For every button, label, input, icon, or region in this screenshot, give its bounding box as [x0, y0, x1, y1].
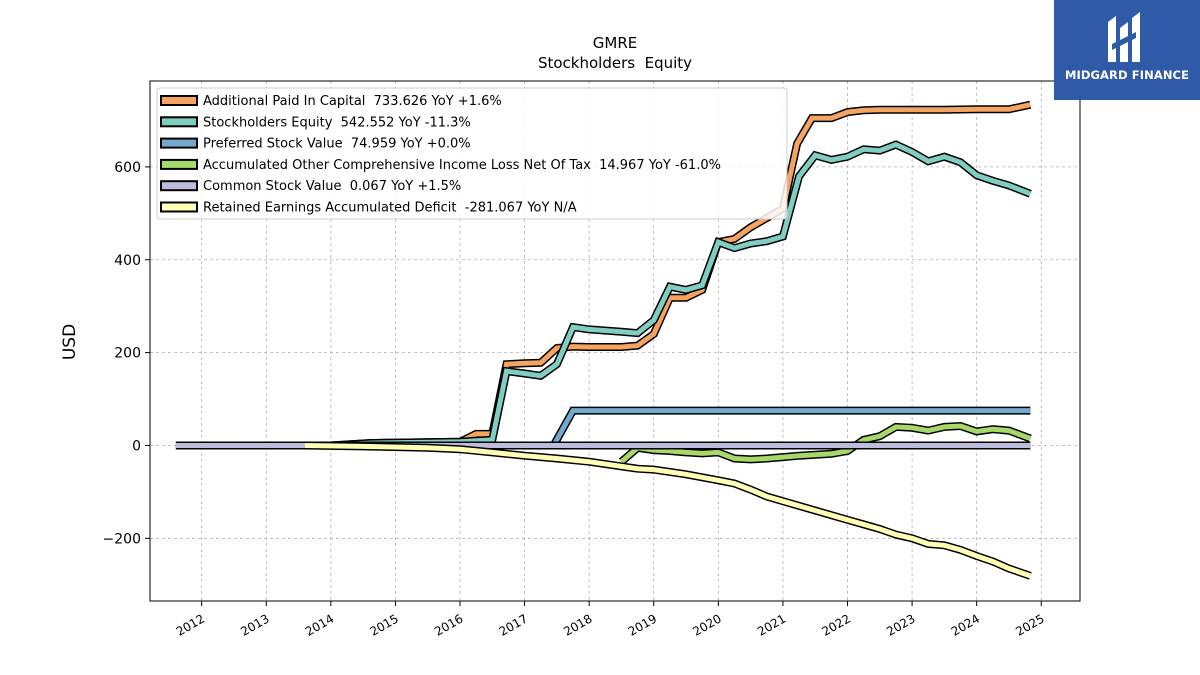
x-tick-label: 2015 [367, 611, 400, 638]
series-line [330, 141, 1032, 448]
x-tick-label: 2018 [561, 611, 594, 638]
series-line [619, 423, 1032, 464]
x-tick-label: 2025 [1013, 611, 1046, 638]
series-1 [330, 140, 1032, 450]
x-tick-label: 2023 [884, 611, 917, 638]
x-tick-label: 2022 [820, 611, 853, 638]
legend-frame [156, 87, 788, 220]
brand-logo: MIDGARD FINANCE [1054, 0, 1200, 100]
x-tick-label: 2021 [755, 611, 788, 638]
y-tick-label: 0 [132, 438, 141, 454]
series-outline [304, 441, 1032, 580]
legend-item: Stockholders Equity 542.552 YoY -11.3% [160, 115, 471, 130]
y-tick-label: 200 [114, 346, 141, 362]
x-tick-label: 2017 [497, 611, 530, 638]
y-tick-label: −200 [103, 531, 141, 547]
legend-label: Common Stock Value 0.067 YoY +1.5% [203, 179, 461, 194]
x-axis: 2012 2013 2014 2015 2016 2017 2018 2019 2020 2021… [174, 601, 1047, 639]
legend-swatch [160, 158, 198, 170]
legend-swatch [160, 201, 198, 213]
x-tick-label: 2016 [432, 611, 465, 638]
y-axis-label: USD [60, 324, 80, 360]
x-tick-label: 2012 [174, 611, 207, 638]
legend-swatch [160, 95, 198, 106]
x-tick-label: 2019 [626, 611, 659, 638]
legend-label: Retained Earnings Accumulated Deficit -2… [203, 201, 577, 216]
logo-text: MIDGARD FINANCE [1064, 68, 1190, 82]
legend-label: Additional Paid In Capital 733.626 YoY +… [203, 94, 502, 109]
y-tick-label: 600 [114, 160, 141, 176]
chart-title: GMRE [593, 34, 637, 52]
legend-item: Additional Paid In Capital 733.626 YoY +… [160, 94, 502, 109]
series-line [304, 443, 1032, 579]
legend-label: Stockholders Equity 542.552 YoY -11.3% [203, 115, 471, 130]
legend-item: Accumulated Other Comprehensive Income L… [160, 158, 721, 173]
legend-swatch [160, 137, 198, 149]
series-layer [175, 100, 1032, 580]
legend-item: Common Stock Value 0.067 YoY +1.5% [160, 179, 461, 194]
logo-mark-icon [1108, 12, 1140, 62]
plot-frame [149, 80, 1081, 602]
y-tick-label: 400 [114, 253, 141, 269]
x-tick-label: 2014 [303, 611, 336, 638]
y-axis: −200 0 200 400 600 [103, 160, 150, 547]
legend-swatch [160, 180, 198, 192]
x-tick-label: 2020 [690, 611, 723, 638]
legend-label: Preferred Stock Value 74.959 YoY +0.0% [203, 137, 471, 152]
legend-label: Accumulated Other Comprehensive Income L… [203, 158, 721, 173]
legend-item: Retained Earnings Accumulated Deficit -2… [160, 201, 577, 216]
chart-subtitle: Stockholders Equity [538, 54, 692, 72]
series-5 [304, 441, 1032, 580]
series-3 [618, 421, 1032, 465]
x-tick-label: 2013 [238, 611, 271, 638]
series-line [551, 408, 1031, 447]
series-2 [550, 406, 1031, 448]
x-tick-label: 2024 [949, 611, 982, 638]
legend: Additional Paid In Capital 733.626 YoY +… [156, 87, 788, 220]
legend-swatch [160, 116, 198, 128]
legend-item: Preferred Stock Value 74.959 YoY +0.0% [160, 137, 471, 152]
